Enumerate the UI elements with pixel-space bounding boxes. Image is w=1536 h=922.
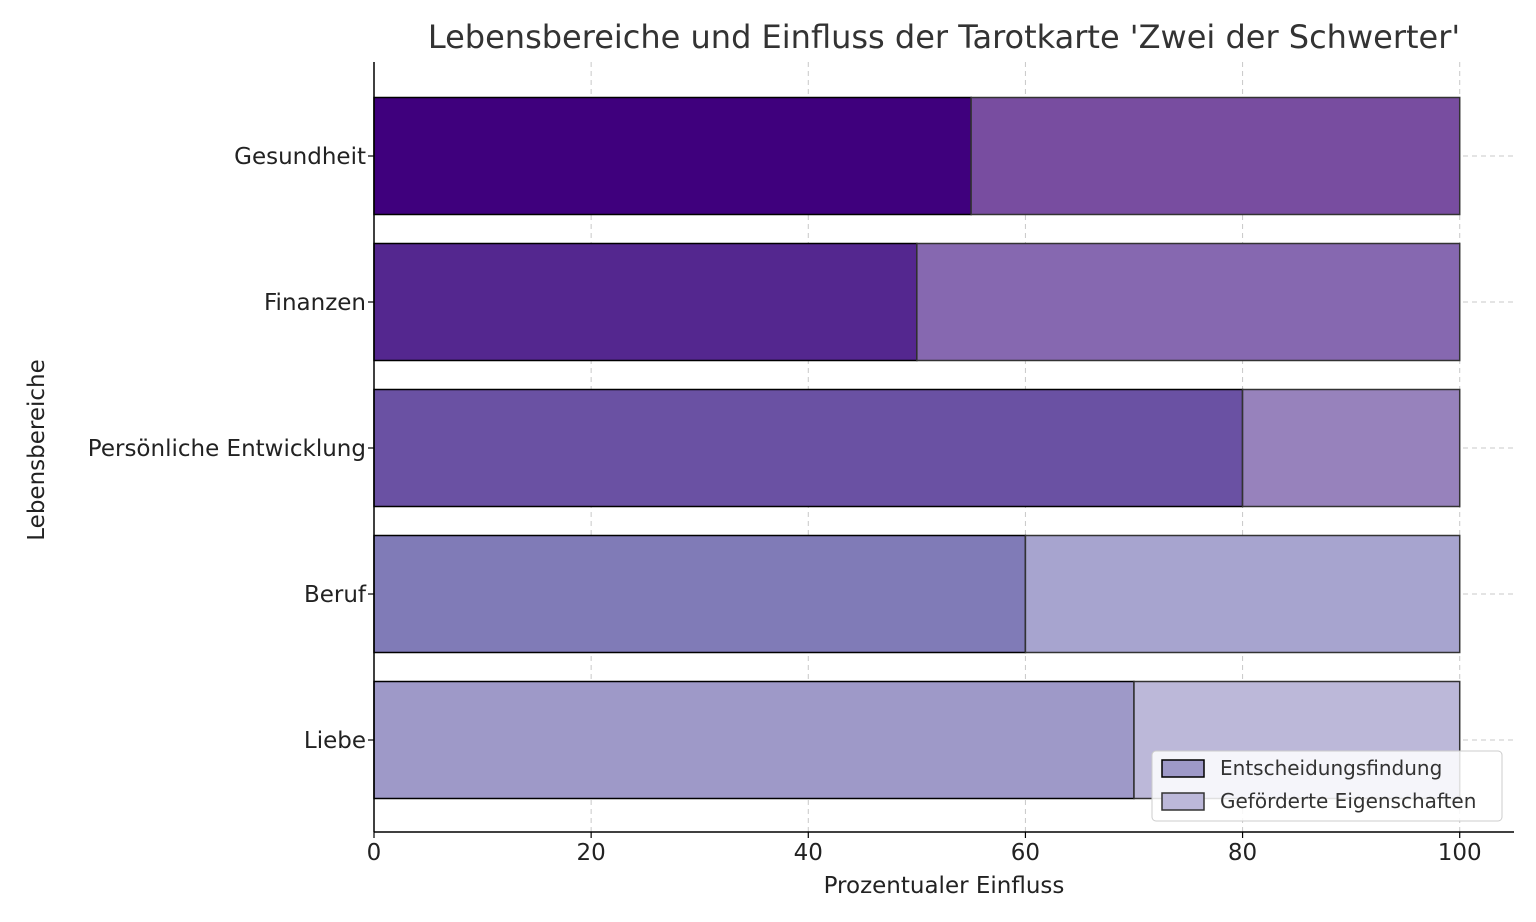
x-tick-label-0: 0: [367, 840, 382, 866]
axes: [373, 62, 1514, 833]
bar-entscheidungsfindung-liebe: [373, 680, 1135, 800]
legend-swatch-gefoerderte-eigenschaften: [1161, 792, 1205, 811]
legend-label-gefoerderte-eigenschaften: Geförderte Eigenschaften: [1220, 789, 1476, 813]
y-tick-label-beruf: Beruf: [304, 582, 367, 608]
y-tick-label-persoenliche-entwicklung: Persönliche Entwicklung: [88, 436, 366, 462]
chart-title: Lebensbereiche und Einfluss der Tarotkar…: [428, 18, 1460, 56]
bars: [373, 96, 1461, 800]
legend-swatch-entscheidungsfindung: [1161, 759, 1205, 778]
legend: Entscheidungsfindung Geförderte Eigensch…: [1151, 750, 1503, 822]
y-tick-label-gesundheit: Gesundheit: [234, 144, 366, 170]
bar-gefoerderte-eigenschaften-gesundheit: [970, 96, 1461, 216]
bar-entscheidungsfindung-gesundheit: [373, 96, 972, 216]
x-tick-label-80: 80: [1228, 840, 1257, 866]
y-ticks: Liebe Beruf Persönliche Entwicklung Finanze…: [88, 144, 374, 754]
y-tick-label-liebe: Liebe: [304, 728, 366, 754]
bar-gefoerderte-eigenschaften-beruf: [1024, 534, 1461, 654]
x-tick-label-20: 20: [577, 840, 606, 866]
bar-entscheidungsfindung-persoenliche-entwicklung: [373, 388, 1244, 508]
x-axis-label: Prozentualer Einfluss: [824, 873, 1065, 899]
x-ticks: 0 20 40 60 80 100: [367, 832, 1482, 866]
x-tick-label-100: 100: [1438, 840, 1482, 866]
x-tick-label-60: 60: [1011, 840, 1040, 866]
bar-gefoerderte-eigenschaften-finanzen: [916, 242, 1461, 362]
legend-box: [1151, 750, 1503, 822]
legend-label-entscheidungsfindung: Entscheidungsfindung: [1220, 756, 1442, 780]
bar-gefoerderte-eigenschaften-persoenliche-entwicklung: [1241, 388, 1461, 508]
x-tick-label-40: 40: [794, 840, 823, 866]
y-axis-label: Lebensbereiche: [24, 359, 50, 540]
bar-entscheidungsfindung-finanzen: [373, 242, 918, 362]
y-tick-label-finanzen: Finanzen: [264, 290, 366, 316]
bar-entscheidungsfindung-beruf: [373, 534, 1027, 654]
